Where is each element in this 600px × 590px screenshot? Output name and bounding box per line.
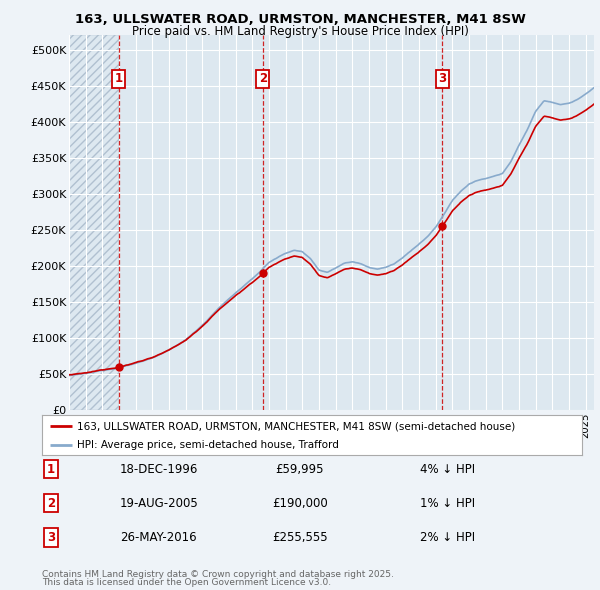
- Text: £190,000: £190,000: [272, 497, 328, 510]
- Text: 1: 1: [47, 463, 55, 476]
- Text: 3: 3: [438, 72, 446, 85]
- Bar: [69, 35, 119, 410]
- Text: 18-DEC-1996: 18-DEC-1996: [120, 463, 199, 476]
- Text: 3: 3: [47, 531, 55, 544]
- Text: 163, ULLSWATER ROAD, URMSTON, MANCHESTER, M41 8SW (semi-detached house): 163, ULLSWATER ROAD, URMSTON, MANCHESTER…: [77, 421, 515, 431]
- Text: 2: 2: [47, 497, 55, 510]
- Text: 1% ↓ HPI: 1% ↓ HPI: [420, 497, 475, 510]
- Text: 1: 1: [115, 72, 122, 85]
- Text: 2: 2: [259, 72, 267, 85]
- Text: 4% ↓ HPI: 4% ↓ HPI: [420, 463, 475, 476]
- Text: £59,995: £59,995: [276, 463, 324, 476]
- Text: 2% ↓ HPI: 2% ↓ HPI: [420, 531, 475, 544]
- Text: Price paid vs. HM Land Registry's House Price Index (HPI): Price paid vs. HM Land Registry's House …: [131, 25, 469, 38]
- Text: This data is licensed under the Open Government Licence v3.0.: This data is licensed under the Open Gov…: [42, 578, 331, 587]
- Text: Contains HM Land Registry data © Crown copyright and database right 2025.: Contains HM Land Registry data © Crown c…: [42, 571, 394, 579]
- Text: 19-AUG-2005: 19-AUG-2005: [120, 497, 199, 510]
- Text: £255,555: £255,555: [272, 531, 328, 544]
- Text: 26-MAY-2016: 26-MAY-2016: [120, 531, 197, 544]
- Text: HPI: Average price, semi-detached house, Trafford: HPI: Average price, semi-detached house,…: [77, 440, 339, 450]
- Text: 163, ULLSWATER ROAD, URMSTON, MANCHESTER, M41 8SW: 163, ULLSWATER ROAD, URMSTON, MANCHESTER…: [74, 13, 526, 26]
